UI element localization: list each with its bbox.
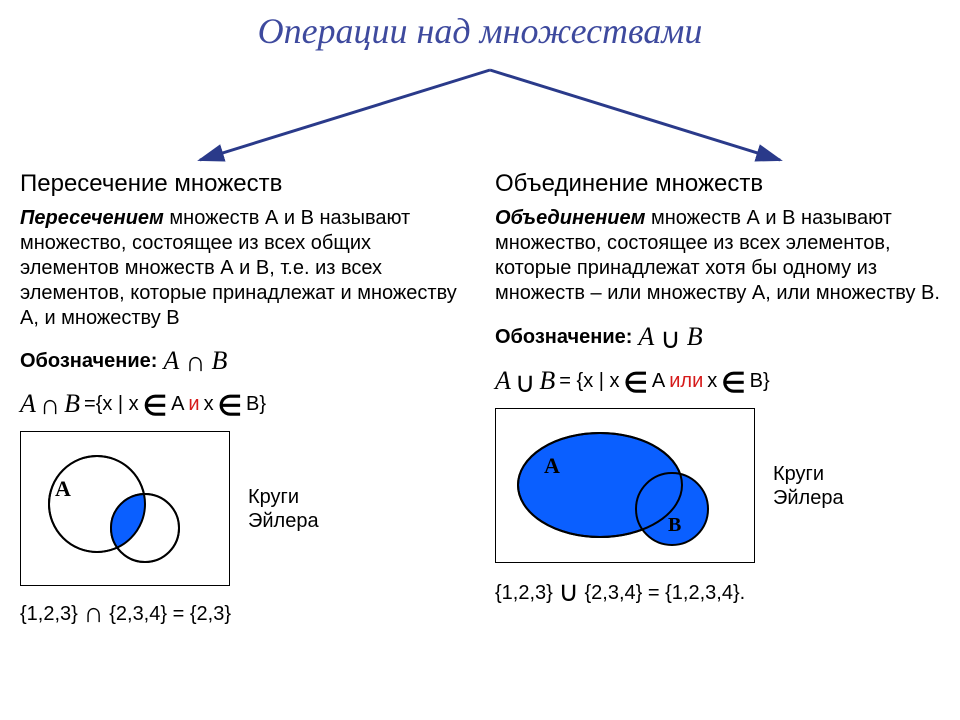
intersection-notation: Обозначение: A ∩ B: [20, 345, 465, 377]
notation-B: B: [212, 346, 228, 376]
ex-a: {1,2,3}: [495, 582, 553, 604]
ex-a: {1,2,3}: [20, 603, 78, 625]
formula-text: x: [707, 370, 717, 393]
intersection-heading: Пересечение множеств: [20, 170, 465, 198]
union-definition: Объединением множеств А и В называют мно…: [495, 206, 940, 306]
union-example: {1,2,3} ∪ {2,3,4} = {1,2,3,4}.: [495, 573, 940, 607]
notation-B: B: [687, 322, 703, 352]
element-of-icon: ∈: [218, 389, 242, 423]
svg-text:A: A: [544, 453, 560, 478]
svg-text:A: A: [55, 476, 71, 501]
union-venn-diagram: A B: [500, 413, 750, 553]
ex-eq: =: [173, 603, 190, 625]
formula-A: A: [20, 389, 36, 419]
def-lead: Пересечением: [20, 207, 164, 229]
formula-B: B: [64, 389, 80, 419]
union-column: Объединение множеств Объединением множес…: [495, 170, 940, 628]
connector-or: или: [669, 370, 703, 393]
def-lead: Объединением: [495, 207, 645, 229]
branch-arrows: [20, 60, 940, 170]
ex-res: {2,3}: [190, 603, 231, 625]
cup-icon: ∪: [558, 577, 579, 608]
euler-l1: Круги: [248, 486, 299, 508]
intersection-venn-diagram: A B: [25, 436, 225, 576]
intersection-formula: A ∩ B ={x | x ∈ А и x ∈ В}: [20, 387, 465, 421]
notation-A: A: [638, 322, 654, 352]
connector-and: и: [188, 393, 199, 416]
formula-text: ={x | x: [84, 393, 139, 416]
notation-label: Обозначение:: [20, 350, 157, 373]
intersection-definition: Пересечением множеств А и В называют мно…: [20, 206, 465, 331]
intersection-column: Пересечение множеств Пересечением множес…: [20, 170, 465, 628]
union-heading: Объединение множеств: [495, 170, 940, 198]
element-of-icon: ∈: [624, 366, 648, 400]
formula-text: x: [204, 393, 214, 416]
element-of-icon: ∈: [721, 366, 745, 400]
element-of-icon: ∈: [143, 389, 167, 423]
notation-label: Обозначение:: [495, 326, 632, 349]
notation-A: A: [163, 346, 179, 376]
cup-icon: ∪: [515, 366, 536, 400]
ex-b: {2,3,4}: [584, 582, 642, 604]
formula-text: В}: [246, 393, 266, 416]
formula-text: А: [171, 393, 184, 416]
intersection-venn-box: A B: [20, 431, 230, 586]
union-venn-row: A B Круги Эйлера: [495, 408, 940, 563]
union-venn-box: A B: [495, 408, 755, 563]
ex-eq: =: [648, 582, 665, 604]
ex-res: {1,2,3,4}.: [665, 582, 745, 604]
euler-l1: Круги: [773, 463, 824, 485]
columns-container: Пересечение множеств Пересечением множес…: [20, 170, 940, 628]
intersection-venn-row: A B Круги Эйлера: [20, 431, 465, 586]
euler-label: Круги Эйлера: [773, 462, 844, 510]
euler-l2: Эйлера: [773, 487, 844, 509]
formula-text: А: [652, 370, 665, 393]
union-notation: Обозначение: A ∪ B: [495, 320, 940, 354]
svg-text:B: B: [668, 514, 681, 536]
formula-text: В}: [750, 370, 770, 393]
formula-text: = {x | x: [559, 370, 619, 393]
cup-icon: ∪: [660, 322, 681, 356]
formula-A: A: [495, 366, 511, 396]
main-title: Операции над множествами: [20, 10, 940, 52]
union-formula: A ∪ B = {x | x ∈ А или x ∈ В}: [495, 364, 940, 398]
cap-icon: ∩: [83, 598, 103, 629]
cap-icon: ∩: [185, 347, 205, 379]
svg-text:B: B: [143, 534, 156, 556]
euler-label: Круги Эйлера: [248, 485, 319, 533]
cap-icon: ∩: [40, 390, 60, 422]
intersection-example: {1,2,3} ∩ {2,3,4} = {2,3}: [20, 596, 465, 628]
euler-l2: Эйлера: [248, 510, 319, 532]
formula-B: B: [539, 366, 555, 396]
ex-b: {2,3,4}: [109, 603, 167, 625]
